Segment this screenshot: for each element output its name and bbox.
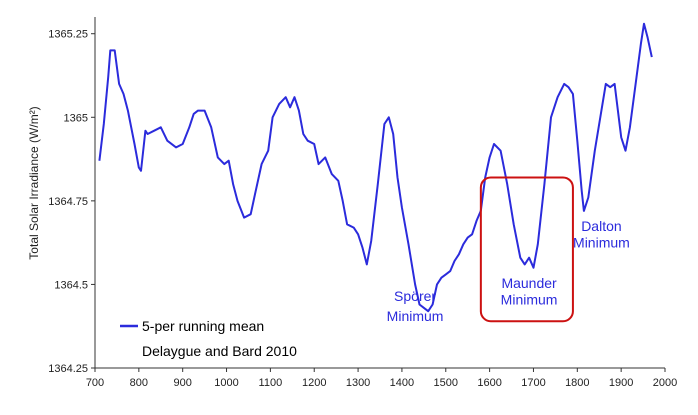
y-tick-label: 1365.25 — [48, 29, 88, 41]
x-tick-label: 1900 — [609, 377, 633, 389]
y-tick-label: 1364.5 — [54, 279, 88, 291]
x-tick-label: 2000 — [653, 377, 677, 389]
x-tick-label: 1100 — [259, 377, 283, 389]
y-axis-ticks: 1364.25 1364.5 1364.75 1365 1365.25 — [48, 29, 95, 375]
series-line-running-mean — [98, 22, 653, 313]
annotation-label: Dalton — [581, 218, 621, 234]
y-axis-label: Total Solar Irradiance (W/m²) — [27, 106, 41, 259]
x-tick-label: 1300 — [346, 377, 370, 389]
x-tick-label: 1000 — [214, 377, 238, 389]
legend-entry: 5-per running mean — [142, 318, 264, 334]
axes — [94, 17, 665, 369]
x-tick-label: 1200 — [302, 377, 326, 389]
annotation-label: Spörer — [394, 288, 436, 304]
x-tick-label: 700 — [86, 377, 104, 389]
x-tick-label: 1600 — [477, 377, 501, 389]
y-tick-label: 1364.25 — [48, 363, 88, 375]
x-tick-label: 800 — [130, 377, 148, 389]
x-axis-ticks: 700 800 900 1000 1100 1200 1300 1400 1500 1600 170… — [86, 368, 677, 389]
legend-source: Delaygue and Bard 2010 — [142, 343, 297, 359]
x-tick-label: 900 — [174, 377, 192, 389]
annotation-label: Minimum — [573, 235, 630, 251]
legend: 5-per running mean Delaygue and Bard 201… — [120, 318, 297, 359]
x-tick-label: 1700 — [521, 377, 545, 389]
x-tick-label: 1800 — [565, 377, 589, 389]
annotation-label: Maunder — [501, 275, 557, 291]
maunder-highlight-box — [479, 176, 574, 323]
x-tick-label: 1400 — [390, 377, 414, 389]
y-tick-label: 1365 — [64, 112, 88, 124]
x-tick-label: 1500 — [434, 377, 458, 389]
y-tick-label: 1364.75 — [48, 196, 88, 208]
annotation-label: Minimum — [387, 308, 444, 324]
annotation-label: Minimum — [501, 291, 558, 307]
